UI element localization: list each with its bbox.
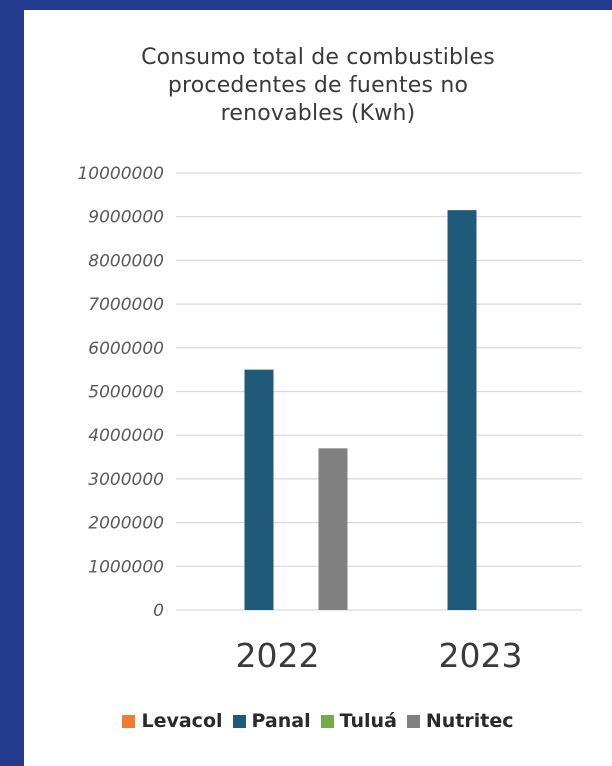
y-tick-label: 7000000 [88, 295, 164, 315]
legend-swatch [232, 714, 246, 728]
chart-title-line-2: procedentes de fuentes no [167, 73, 469, 98]
legend-label: Panal [251, 710, 311, 732]
bar-panal-2022 [244, 369, 274, 610]
legend-label: Nutritec [425, 710, 514, 732]
legend-item-tuluá: Tuluá [320, 710, 397, 732]
y-tick-label: 8000000 [88, 251, 164, 271]
legend-item-levacol: Levacol [122, 710, 223, 732]
chart-title-line-3: renovables (Kwh) [220, 101, 416, 126]
legend-swatch [406, 714, 420, 728]
x-tick-label: 2023 [439, 636, 523, 675]
chart-title: Consumo total de combustibles procedente… [24, 44, 612, 128]
y-tick-label: 2000000 [88, 514, 164, 534]
chart-card: Consumo total de combustibles procedente… [24, 10, 612, 766]
y-tick-label: 9000000 [88, 208, 164, 228]
legend-item-panal: Panal [232, 710, 311, 732]
x-tick-label: 2022 [236, 636, 320, 675]
y-tick-label: 10000000 [77, 164, 164, 184]
bar-panal-2023 [447, 210, 477, 610]
legend-label: Tuluá [339, 710, 397, 732]
y-tick-label: 0 [153, 601, 164, 621]
chart-title-line-1: Consumo total de combustibles [141, 45, 495, 70]
legend-label: Levacol [141, 710, 223, 732]
legend-swatch [320, 714, 334, 728]
bar-nutritec-2022 [318, 448, 348, 610]
y-tick-label: 5000000 [88, 383, 164, 403]
y-tick-label: 3000000 [88, 470, 164, 490]
y-tick-label: 6000000 [88, 339, 164, 359]
y-tick-label: 4000000 [88, 426, 164, 446]
y-tick-label: 1000000 [88, 557, 164, 577]
legend-item-nutritec: Nutritec [406, 710, 514, 732]
chart-legend: Levacol Panal Tuluá Nutritec [24, 710, 612, 732]
legend-swatch [122, 714, 136, 728]
chart-plot: 0 1000000 2000000 3000000 4000000 5000000 6000… [77, 164, 582, 675]
